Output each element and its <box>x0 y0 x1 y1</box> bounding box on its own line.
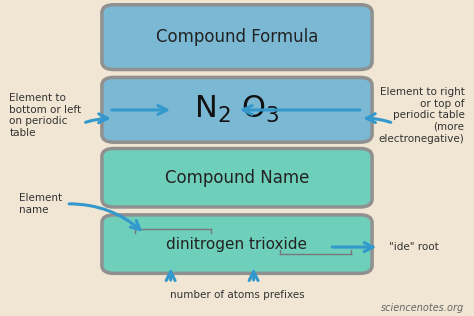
Text: dinitrogen trioxide: dinitrogen trioxide <box>166 237 308 252</box>
Text: Element to
bottom or left
on periodic
table: Element to bottom or left on periodic ta… <box>9 93 82 138</box>
FancyBboxPatch shape <box>102 5 372 70</box>
Text: "ide" root: "ide" root <box>389 242 438 252</box>
FancyBboxPatch shape <box>102 215 372 273</box>
FancyBboxPatch shape <box>102 149 372 207</box>
Text: number of atoms prefixes: number of atoms prefixes <box>170 290 304 301</box>
Text: sciencenotes.org: sciencenotes.org <box>381 303 465 313</box>
Text: Element to right
or top of
periodic table
(more
electronegative): Element to right or top of periodic tabl… <box>379 87 465 143</box>
Text: $\mathrm{N_2\ O_3}$: $\mathrm{N_2\ O_3}$ <box>194 94 280 125</box>
FancyBboxPatch shape <box>102 77 372 142</box>
Text: Element
name: Element name <box>19 193 62 215</box>
Text: Compound Name: Compound Name <box>165 169 309 187</box>
Text: Compound Formula: Compound Formula <box>156 28 318 46</box>
